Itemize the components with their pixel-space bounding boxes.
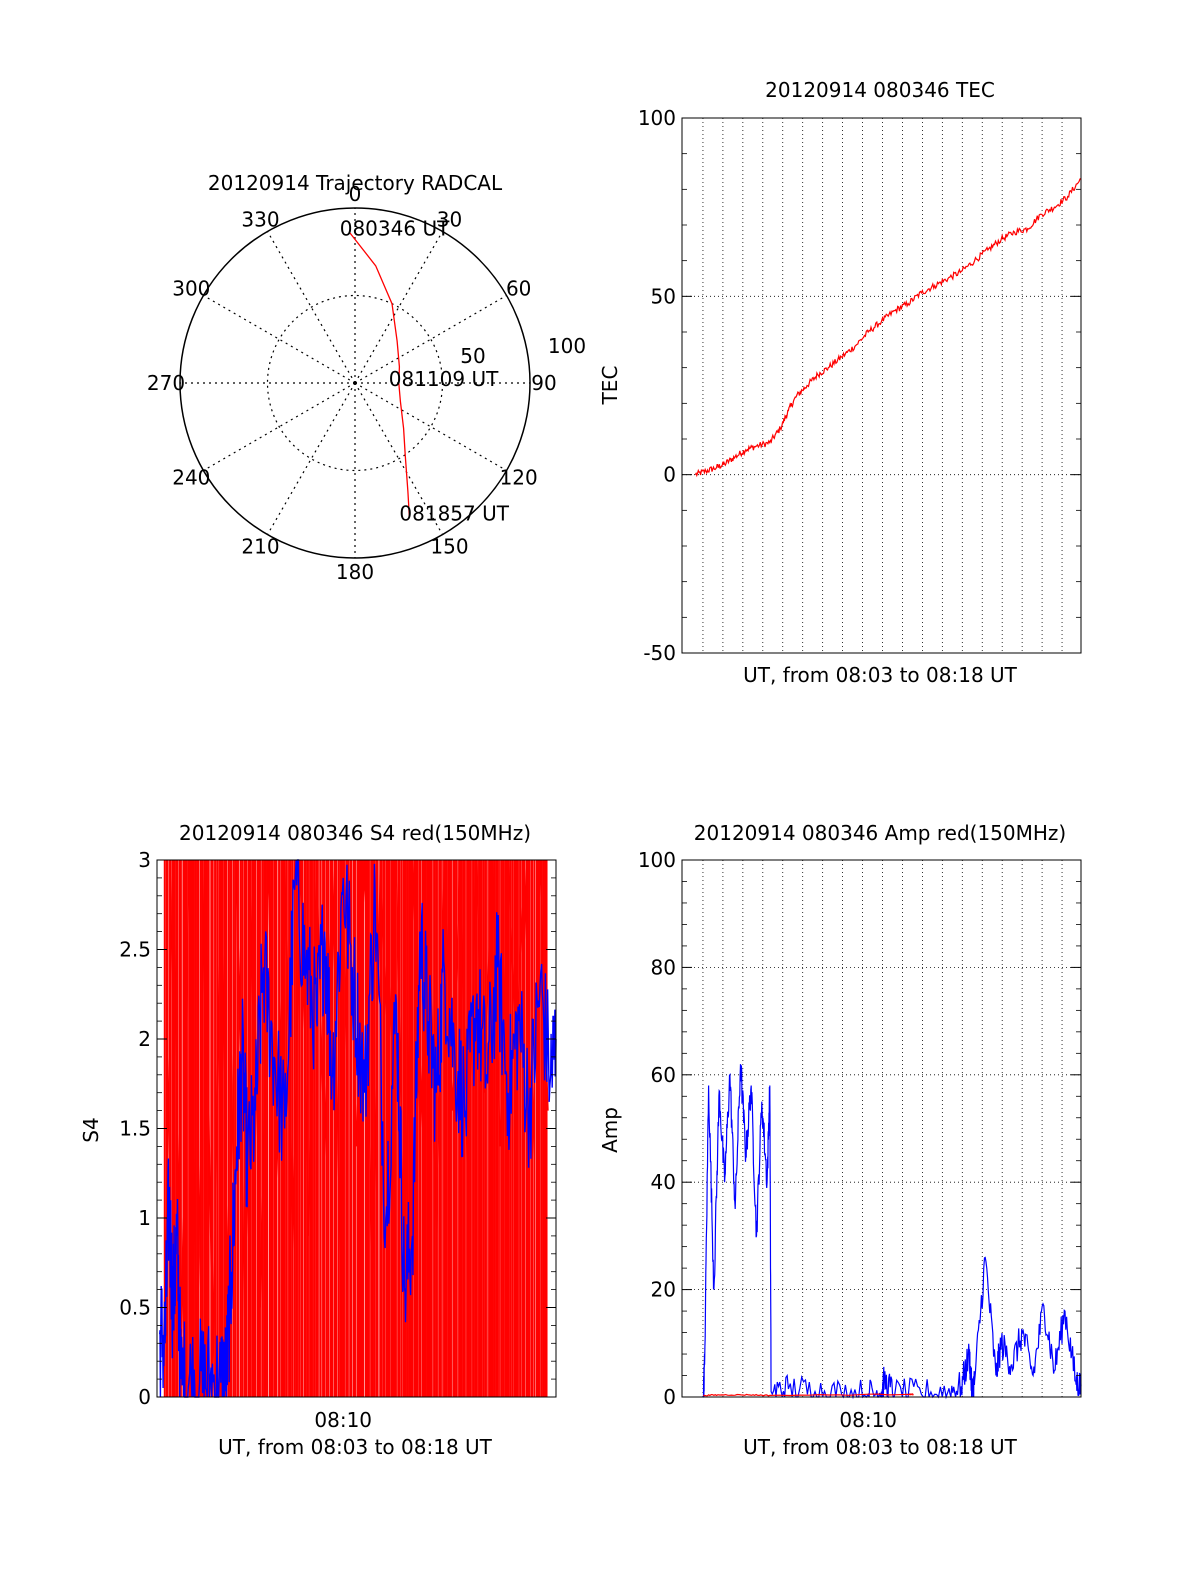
amp-ylabel: Amp [598,1107,622,1153]
s4-panel: 20120914 080346 S4 red(150MHz) 0 0.5 1 1.5 2… [79,821,557,1459]
polar-angle-label: 30 [437,207,462,231]
tec-plot-frame [681,117,1082,654]
amp-series [702,1064,1082,1400]
polar-radius-label: 100 [548,334,586,358]
tec-gridlines [682,118,1081,653]
polar-outer-circle [179,207,531,559]
polar-angle-labels: 0 30 60 90 120 150 180 210 240 270 300 330 [147,182,557,584]
trajectory-time-label: 081857 UT [399,502,509,526]
series-line [703,1392,914,1397]
polar-angle-label: 180 [336,560,374,584]
trajectory-title: 20120914 Trajectory RADCAL [208,171,503,195]
x-tick-label: 08:10 [314,1408,372,1432]
polar-angle-label: 300 [172,277,210,301]
polar-angle-label: 210 [241,535,279,559]
amp-minor-ticks [682,881,1081,1376]
s4-xlabel: UT, from 08:03 to 08:18 UT [218,1435,493,1459]
series-line [702,1064,1082,1400]
polar-angle-label: 240 [172,466,210,490]
s4-series [159,859,557,1398]
y-tick-label: 20 [651,1278,676,1302]
y-tick-label: 60 [651,1063,676,1087]
amp-xlabel: UT, from 08:03 to 08:18 UT [743,1435,1018,1459]
amp-title: 20120914 080346 Amp red(150MHz) [694,821,1066,845]
s4-minor-ticks [157,877,556,1380]
polar-spoke [203,382,356,472]
x-tick-label: 08:10 [839,1408,897,1432]
polar-angle-label: 120 [500,466,538,490]
trajectory-annotations: 080346 UT 081109 UT 081857 UT [340,217,510,526]
polar-angle-label: 150 [430,535,468,559]
y-tick-label: 2.5 [119,938,151,962]
tec-xlabel: UT, from 08:03 to 08:18 UT [743,663,1018,687]
y-tick-label: 80 [651,955,676,979]
polar-spoke [266,231,356,384]
y-tick-label: 3 [138,848,151,872]
series-line [159,859,557,1398]
s4-ylabel: S4 [79,1117,103,1142]
trajectory-line [349,232,411,518]
amp-y-ticks: 0 20 40 60 80 100 [638,848,1081,1409]
polar-spoke [354,382,507,472]
polar-spoke [354,382,444,535]
s4-title: 20120914 080346 S4 red(150MHz) [179,821,531,845]
tec-panel: 20120914 080346 TEC -50 0 50 100 UT, from 0… [598,78,1082,687]
polar-grid-circle [266,294,444,472]
amp-x-ticks: 08:10 [839,1408,897,1432]
trajectory-panel: 20120914 Trajectory RADCAL 0 30 60 90 120 150… [147,171,586,584]
amp-panel: 20120914 080346 Amp red(150MHz) 0 20 40 60 8… [598,821,1082,1459]
tec-series [694,178,1082,478]
trajectory-time-label: 080346 UT [340,217,450,241]
polar-angle-label: 270 [147,371,185,395]
polar-angle-label: 0 [349,182,362,206]
y-tick-label: 2 [138,1027,151,1051]
y-tick-label: 50 [651,284,676,308]
polar-radius-label: 50 [460,344,485,368]
y-tick-label: -50 [643,641,676,665]
tec-ylabel: TEC [598,366,622,406]
polar-angle-label: 330 [241,207,279,231]
y-tick-label: 100 [638,106,676,130]
y-tick-label: 40 [651,1170,676,1194]
s4-x-ticks: 08:10 [314,1408,372,1432]
tec-minor-ticks [682,153,1081,618]
y-tick-label: 1 [138,1206,151,1230]
y-tick-label: 0 [138,1385,151,1409]
polar-spoke [354,294,507,384]
y-tick-label: 1.5 [119,1117,151,1141]
polar-spoke [266,382,356,535]
amp-gridlines [682,860,1081,1397]
y-tick-label: 0 [663,463,676,487]
series-line [694,178,1082,478]
polar-grid [180,208,530,558]
y-tick-label: 0.5 [119,1296,151,1320]
polar-angle-label: 90 [531,371,556,395]
polar-spoke [354,231,444,384]
polar-angle-label: 60 [506,277,531,301]
trajectory-time-label: 081109 UT [389,367,499,391]
y-tick-label: 100 [638,848,676,872]
tec-y-ticks: -50 0 50 100 [638,106,1081,665]
amp-plot-frame [681,859,1082,1398]
y-tick-label: 0 [663,1385,676,1409]
tec-title: 20120914 080346 TEC [765,78,995,102]
s4-y-ticks: 0 0.5 1 1.5 2 2.5 3 [119,848,556,1409]
polar-spoke [203,294,356,384]
